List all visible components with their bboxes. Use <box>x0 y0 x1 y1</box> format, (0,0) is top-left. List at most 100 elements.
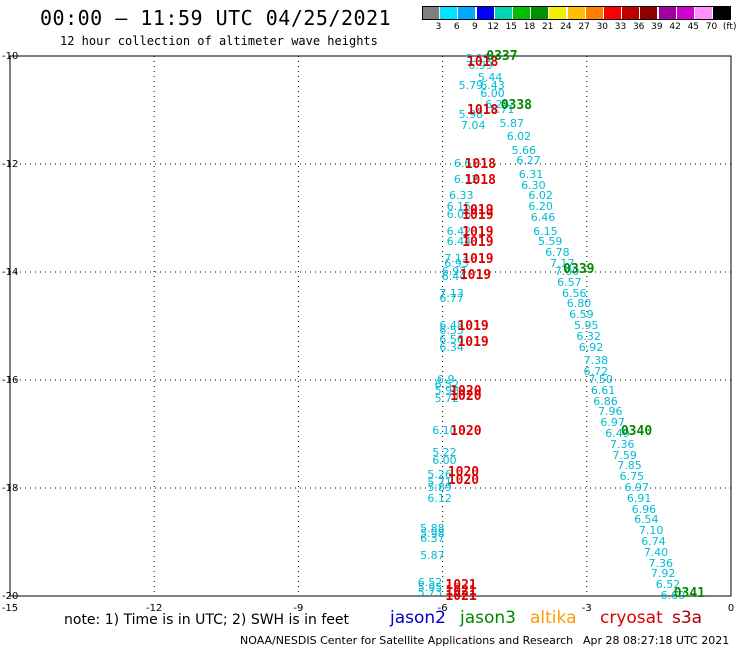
swh-label: 7.36 <box>648 556 673 570</box>
colorbar-label: 18 <box>523 22 536 32</box>
jason3-time-label: 0340 <box>620 424 653 440</box>
swh-label: 7.85 <box>617 459 642 473</box>
swh-label: 6.32 <box>576 329 601 343</box>
cryosat-time-label: 1019 <box>457 319 489 334</box>
colorbar-swatch <box>622 6 640 20</box>
colorbar-label: 42 <box>669 22 681 32</box>
swh-label: 5.79 <box>458 78 484 92</box>
swh-label: 6.48 <box>439 319 464 332</box>
swh-label: 6.97 <box>600 416 625 430</box>
colorbar-swatch <box>695 6 712 20</box>
swh-label: 6.44 <box>441 270 467 284</box>
swh-label: 6.96 <box>631 502 657 516</box>
swh-label: 6.37 <box>420 532 445 546</box>
colorbar-frame <box>422 6 732 20</box>
colorbar-swatch <box>476 6 494 20</box>
swh-label: 5.88 <box>420 521 445 535</box>
chart-title: 00:00 – 11:59 UTC 04/25/2021 <box>40 6 392 30</box>
colorbar-label: 15 <box>505 22 518 32</box>
swh-label: 6.34 <box>439 340 464 354</box>
colorbar-label: 3 <box>435 22 442 32</box>
swh-label: 5.87 <box>420 548 445 562</box>
satellite-s3a: s3a <box>672 608 703 628</box>
swh-label: 7.04 <box>461 119 486 133</box>
cryosat-time-label: 1018 <box>467 103 499 118</box>
swh-label: 6.00 <box>480 86 505 100</box>
swh-label: 5.59 <box>537 235 563 249</box>
swh-label: 6.52 <box>434 378 460 392</box>
y-tick-label: -16 <box>2 375 18 386</box>
swh-label: 6.33 <box>449 189 474 203</box>
y-tick-label: -18 <box>2 483 18 494</box>
colorbar-swatch <box>440 6 458 20</box>
swh-label: 6.20 <box>528 200 553 214</box>
x-tick-label: -12 <box>146 603 162 614</box>
colorbar-swatch <box>458 6 476 20</box>
colorbar-swatch <box>585 6 603 20</box>
colorbar-swatch <box>513 6 530 20</box>
colorbar-label: 6 <box>453 22 460 32</box>
colorbar-swatch <box>640 6 658 20</box>
swh-label: 6.60 <box>660 589 686 602</box>
swh-label: 6.91 <box>626 491 652 505</box>
swh-label: 6.52 <box>417 575 443 589</box>
cryosat-time-label: 1018 <box>467 55 499 71</box>
satellite-jason3: jason3 <box>460 608 516 628</box>
swh-label: 6.46 <box>530 211 556 224</box>
colorbar-swatch <box>658 6 676 20</box>
swh-label: 5.95 <box>417 580 443 594</box>
swh-label: 5.13 <box>465 51 491 65</box>
swh-label: 6.06 <box>446 208 472 222</box>
swh-label: 5.73 <box>417 586 443 600</box>
cryosat-time-label: 1019 <box>462 224 494 240</box>
cryosat-time-label: 1019 <box>457 335 489 351</box>
swh-label: 6.74 <box>641 535 666 548</box>
swh-label: 6.42 <box>446 224 472 238</box>
jason3-time-label: 0341 <box>673 586 706 602</box>
swh-label: 7.50 <box>588 373 613 386</box>
swh-label: 5.44 <box>477 70 503 84</box>
jason3-time-label: 0339 <box>563 262 595 278</box>
colorbar-swatch <box>531 6 549 20</box>
swh-label: 7.10 <box>638 524 664 538</box>
swh-label: 7.92 <box>650 567 676 581</box>
colorbar-swatch <box>676 6 694 20</box>
colorbar-label: 45 <box>687 22 700 32</box>
x-tick-label: -9 <box>293 603 303 614</box>
swh-label: 7.96 <box>598 405 623 419</box>
swh-label: 6.30 <box>521 178 546 192</box>
swh-label: 6.86 <box>593 394 618 408</box>
swh-label: 6.56 <box>561 286 587 300</box>
x-tick-label: -15 <box>2 603 18 614</box>
jason3-time-label: 0338 <box>500 97 532 113</box>
colorbar-label: 36 <box>632 22 645 32</box>
x-tick-label: 0 <box>728 603 734 614</box>
colorbar-label: (ft) <box>722 22 737 32</box>
cryosat-time-label: 1019 <box>462 208 494 224</box>
swh-label: 6.72 <box>583 364 609 378</box>
swh-label: 6.78 <box>545 246 570 260</box>
swh-label: 6.15 <box>446 200 472 214</box>
swh-label: 6.61 <box>453 157 479 170</box>
y-tick-label: -10 <box>2 51 18 62</box>
colorbar-swatch <box>494 6 512 20</box>
swh-label: 5.66 <box>511 143 537 157</box>
swh-label: 6.56 <box>439 332 464 346</box>
swh-label: 6.80 <box>566 297 592 311</box>
colorbar-swatch <box>567 6 585 20</box>
swh-label: 6.27 <box>516 154 541 168</box>
swh-label: 7.13 <box>444 251 469 265</box>
cryosat-time-label: 1020 <box>447 472 480 488</box>
swh-label: 6.99 <box>468 58 493 72</box>
swh-label: 5.95 <box>573 319 599 332</box>
plot-frame <box>9 55 732 597</box>
cryosat-time-label: 1020 <box>450 424 482 440</box>
swh-label: 6.25 <box>485 97 510 111</box>
x-tick-label: -3 <box>582 603 592 614</box>
swh-label: 5.98 <box>420 526 445 540</box>
cryosat-time-label: 1020 <box>447 464 480 480</box>
swh-label: 6.12 <box>453 173 479 187</box>
swh-label: 6.43 <box>480 78 505 92</box>
swh-label: 7.36 <box>610 437 635 451</box>
swh-label: 7.40 <box>643 545 669 559</box>
